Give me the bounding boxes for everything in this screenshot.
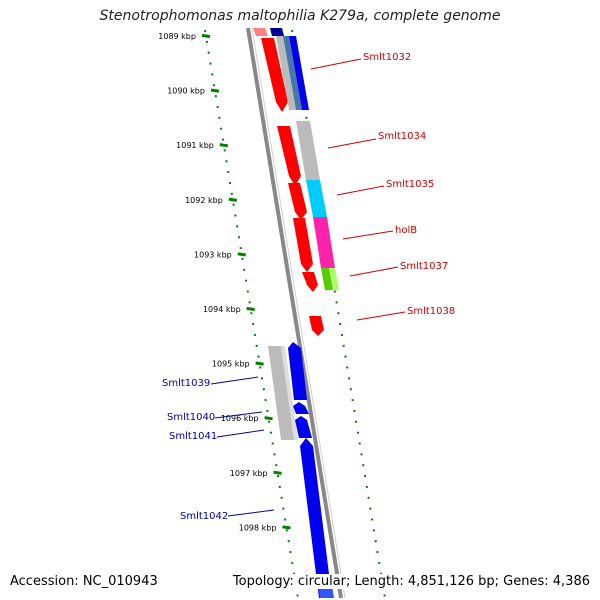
gene-label-smlt1034[interactable]: Smlt1034 bbox=[378, 131, 426, 142]
label-line-smlt1039 bbox=[210, 376, 259, 385]
tick-label: 1093 kbp bbox=[194, 250, 232, 259]
label-line-smlt1035 bbox=[336, 185, 385, 196]
reverse-labels: Smlt1039 Smlt1040 Smlt1041 Smlt1042 bbox=[162, 376, 275, 522]
cds-red-1035[interactable] bbox=[288, 183, 307, 220]
gene-label-smlt1040[interactable]: Smlt1040 bbox=[167, 412, 215, 423]
gene-label-smlt1032[interactable]: Smlt1032 bbox=[363, 52, 411, 63]
cds-cyan-1035[interactable] bbox=[306, 180, 327, 217]
gene-label-holB[interactable]: holB bbox=[395, 225, 417, 236]
tick-mark bbox=[282, 525, 291, 530]
label-line-smlt1037 bbox=[349, 266, 399, 277]
cds-top-blue[interactable] bbox=[270, 28, 284, 36]
cds-top-red[interactable] bbox=[253, 28, 268, 36]
forward-labels: Smlt1032 Smlt1034 Smlt1035 holB Smlt1037… bbox=[310, 52, 455, 321]
tick-mark bbox=[237, 252, 246, 257]
label-line-holB bbox=[342, 230, 394, 240]
genome-title: Stenotrophomonas maltophilia K279a, comp… bbox=[99, 8, 501, 24]
cds-red-1034[interactable] bbox=[277, 126, 301, 186]
tick-label: 1096 kbp bbox=[221, 414, 259, 423]
tick-mark bbox=[210, 88, 220, 93]
gene-label-smlt1039[interactable]: Smlt1039 bbox=[162, 378, 210, 389]
tick-group: 1089 kbp 1090 kbp 1091 kbp 1092 kbp 1093 kbp… bbox=[158, 32, 300, 587]
tick-mark bbox=[273, 470, 282, 475]
gene-label-smlt1037[interactable]: Smlt1037 bbox=[400, 261, 448, 272]
tick-label: 1094 kbp bbox=[203, 305, 241, 314]
cds-magenta-holB[interactable] bbox=[313, 217, 335, 268]
cds-red-holB[interactable] bbox=[293, 218, 313, 272]
cds-steel-1032[interactable] bbox=[283, 36, 302, 110]
label-line-smlt1032 bbox=[310, 58, 362, 70]
cds-blue-1041b[interactable] bbox=[295, 416, 312, 438]
accession-text: Accession: NC_010943 bbox=[10, 574, 158, 589]
tick-mark bbox=[255, 361, 264, 366]
label-line-smlt1041 bbox=[216, 429, 265, 438]
tick-mark bbox=[201, 33, 211, 39]
tick-label: 1095 kbp bbox=[212, 360, 250, 369]
label-line-smlt1040 bbox=[214, 411, 263, 419]
cds-red-1032[interactable] bbox=[261, 38, 288, 112]
tick-mark bbox=[264, 416, 273, 421]
label-line-smlt1042 bbox=[227, 509, 275, 517]
cds-gray-1039[interactable] bbox=[268, 346, 294, 440]
genome-summary: Topology: circular; Length: 4,851,126 bp… bbox=[230, 574, 590, 589]
tick-label: 1092 kbp bbox=[185, 196, 223, 205]
cds-gray-1034[interactable] bbox=[296, 121, 320, 180]
cds-blue-1032[interactable] bbox=[289, 36, 309, 110]
cds-gray-1039-edge[interactable] bbox=[281, 346, 298, 440]
tick-label: 1091 kbp bbox=[176, 141, 214, 150]
gene-label-smlt1041[interactable]: Smlt1041 bbox=[169, 431, 217, 442]
cds-blue-1042[interactable] bbox=[300, 438, 332, 598]
tick-mark bbox=[246, 306, 255, 312]
gene-label-smlt1038[interactable]: Smlt1038 bbox=[407, 306, 455, 317]
backbone-line bbox=[246, 27, 343, 599]
tick-label: 1098 kbp bbox=[239, 523, 277, 532]
tick-mark bbox=[219, 143, 229, 148]
gene-label-smlt1042[interactable]: Smlt1042 bbox=[180, 511, 228, 522]
cds-red-1037[interactable] bbox=[302, 272, 318, 292]
cds-gray-1032[interactable] bbox=[276, 36, 296, 110]
label-line-smlt1034 bbox=[327, 138, 377, 149]
backbone-highlight bbox=[251, 27, 346, 599]
label-line-smlt1038 bbox=[356, 311, 406, 321]
outer-track-left bbox=[204, 29, 299, 599]
cds-blue-1041a[interactable] bbox=[293, 402, 309, 414]
cds-red-1038[interactable] bbox=[309, 316, 324, 336]
cds-blue-1040[interactable] bbox=[288, 342, 307, 400]
cds-lightgreen-1037[interactable] bbox=[329, 268, 339, 290]
gene-label-smlt1035[interactable]: Smlt1035 bbox=[386, 179, 434, 190]
tick-label: 1097 kbp bbox=[230, 469, 268, 478]
outer-track-right bbox=[291, 29, 386, 599]
tick-label: 1089 kbp bbox=[158, 32, 196, 41]
tick-label: 1090 kbp bbox=[167, 87, 205, 96]
tick-mark bbox=[228, 197, 238, 202]
